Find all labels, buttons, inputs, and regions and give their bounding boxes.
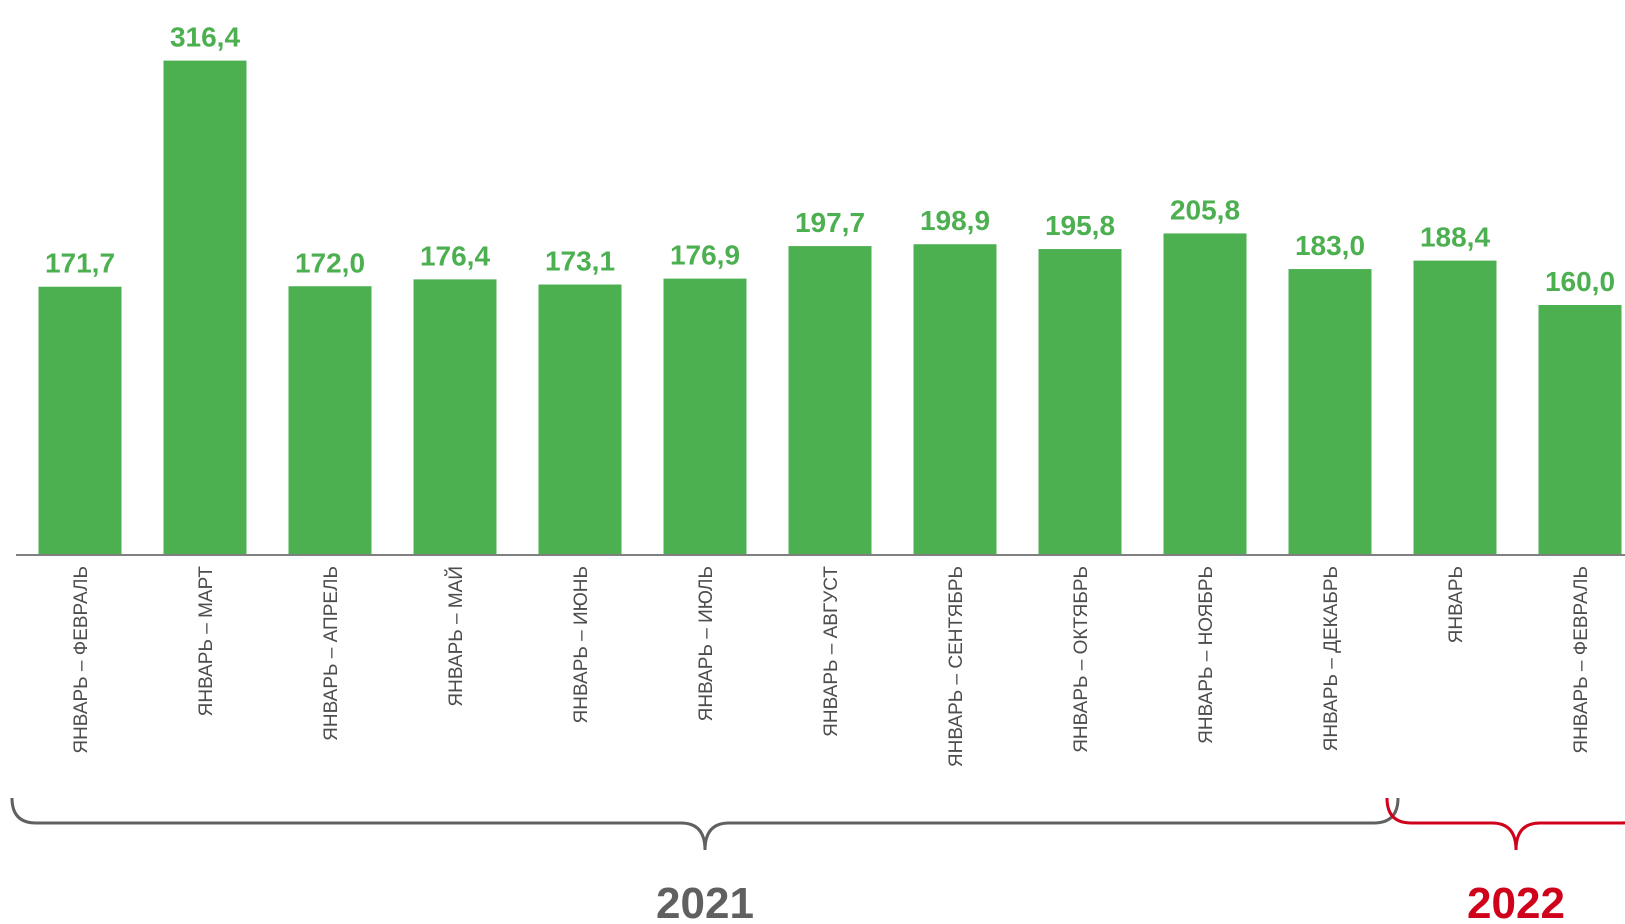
year-label-2022: 2022: [1467, 879, 1565, 924]
category-label-11: ЯНВАРЬ – ДЕКАБРЬ: [1321, 566, 1342, 751]
bar-13: [1538, 305, 1622, 555]
year-groups-layer: 2021 2022: [10, 797, 1625, 924]
value-labels-layer: 171,7 316,4 172,0 176,4 173,1 176,9 197,7 198,9…: [45, 22, 1615, 297]
bars-layer: [38, 60, 1622, 555]
bar-5: [538, 284, 622, 555]
bar-12: [1413, 260, 1497, 555]
value-label-9: 195,8: [1045, 210, 1115, 241]
bar-11: [1288, 269, 1372, 555]
value-label-5: 173,1: [545, 246, 615, 277]
category-label-12: ЯНВАРЬ: [1446, 566, 1467, 643]
value-label-4: 176,4: [420, 240, 490, 271]
year-bracket-2021: [10, 797, 1400, 851]
year-label-2021: 2021: [656, 879, 754, 924]
category-label-4: ЯНВАРЬ – МАЙ: [445, 566, 467, 707]
category-label-8: ЯНВАРЬ – СЕНТЯБРЬ: [946, 566, 967, 767]
bar-2: [163, 60, 247, 555]
bar-1: [38, 286, 122, 555]
bar-9: [1038, 249, 1122, 555]
value-label-2: 316,4: [170, 22, 240, 53]
category-label-6: ЯНВАРЬ – ИЮЛЬ: [696, 566, 717, 721]
value-label-13: 160,0: [1545, 266, 1615, 297]
value-label-12: 188,4: [1420, 222, 1490, 253]
category-label-3: ЯНВАРЬ – АПРЕЛЬ: [321, 566, 342, 741]
bar-6: [663, 278, 747, 555]
bar-10: [1163, 233, 1247, 555]
category-label-5: ЯНВАРЬ – ИЮНЬ: [571, 566, 592, 723]
bar-8: [913, 244, 997, 555]
category-label-13: ЯНВАРЬ – ФЕВРАЛЬ: [1571, 566, 1592, 754]
value-label-8: 198,9: [920, 205, 990, 236]
category-label-9: ЯНВАРЬ – ОКТЯБРЬ: [1071, 566, 1092, 753]
value-label-7: 197,7: [795, 207, 865, 238]
category-label-7: ЯНВАРЬ – АВГУСТ: [821, 566, 842, 737]
value-label-10: 205,8: [1170, 194, 1240, 225]
bar-4: [413, 279, 497, 555]
category-labels-layer: ЯНВАРЬ – ФЕВРАЛЬ ЯНВАРЬ – МАРТ ЯНВАРЬ – АП…: [71, 566, 1592, 767]
value-label-3: 172,0: [295, 247, 365, 278]
bar-3: [288, 286, 372, 555]
category-label-2: ЯНВАРЬ – МАРТ: [196, 566, 217, 717]
value-label-1: 171,7: [45, 248, 115, 279]
category-label-1: ЯНВАРЬ – ФЕВРАЛЬ: [71, 566, 92, 754]
bar-7: [788, 246, 872, 555]
category-label-10: ЯНВАРЬ – НОЯБРЬ: [1196, 566, 1217, 744]
year-bracket-2022: [1385, 797, 1625, 851]
value-label-11: 183,0: [1295, 230, 1365, 261]
value-label-6: 176,9: [670, 240, 740, 271]
